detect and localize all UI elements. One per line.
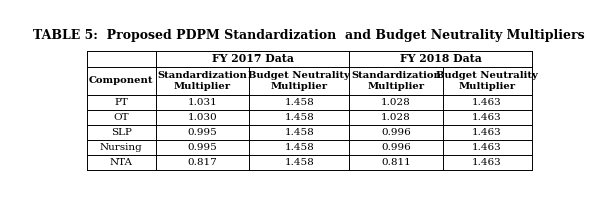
Text: Standardization
Multiplier: Standardization Multiplier — [158, 71, 247, 91]
Text: 1.458: 1.458 — [284, 128, 314, 137]
Text: NTA: NTA — [110, 158, 133, 167]
Text: OT: OT — [114, 113, 129, 122]
Text: Budget Neutrality
Multiplier: Budget Neutrality Multiplier — [436, 71, 538, 91]
Text: 1.463: 1.463 — [472, 158, 502, 167]
Text: PT: PT — [114, 98, 128, 107]
Text: Component: Component — [89, 76, 154, 85]
Text: 1.463: 1.463 — [472, 113, 502, 122]
Text: Nursing: Nursing — [100, 143, 143, 152]
Text: Budget Neutrality
Multiplier: Budget Neutrality Multiplier — [249, 71, 350, 91]
Text: FY 2017 Data: FY 2017 Data — [211, 53, 293, 64]
Text: 0.996: 0.996 — [381, 143, 411, 152]
Text: 1.458: 1.458 — [284, 113, 314, 122]
Text: 1.463: 1.463 — [472, 98, 502, 107]
Text: 0.811: 0.811 — [381, 158, 411, 167]
Text: 1.030: 1.030 — [188, 113, 217, 122]
Text: 1.458: 1.458 — [284, 98, 314, 107]
Text: 0.817: 0.817 — [188, 158, 217, 167]
Text: Standardization
Multiplier: Standardization Multiplier — [351, 71, 441, 91]
Text: 1.031: 1.031 — [188, 98, 217, 107]
Text: FY 2018 Data: FY 2018 Data — [400, 53, 481, 64]
Text: 1.463: 1.463 — [472, 143, 502, 152]
Text: 1.028: 1.028 — [381, 113, 411, 122]
Text: 1.458: 1.458 — [284, 158, 314, 167]
Text: TABLE 5:  Proposed PDPM Standardization  and Budget Neutrality Multipliers: TABLE 5: Proposed PDPM Standardization a… — [33, 29, 585, 42]
Text: 0.995: 0.995 — [188, 128, 217, 137]
Text: 0.996: 0.996 — [381, 128, 411, 137]
Text: SLP: SLP — [111, 128, 132, 137]
Text: 1.463: 1.463 — [472, 128, 502, 137]
Text: 1.028: 1.028 — [381, 98, 411, 107]
Text: 0.995: 0.995 — [188, 143, 217, 152]
Text: 1.458: 1.458 — [284, 143, 314, 152]
